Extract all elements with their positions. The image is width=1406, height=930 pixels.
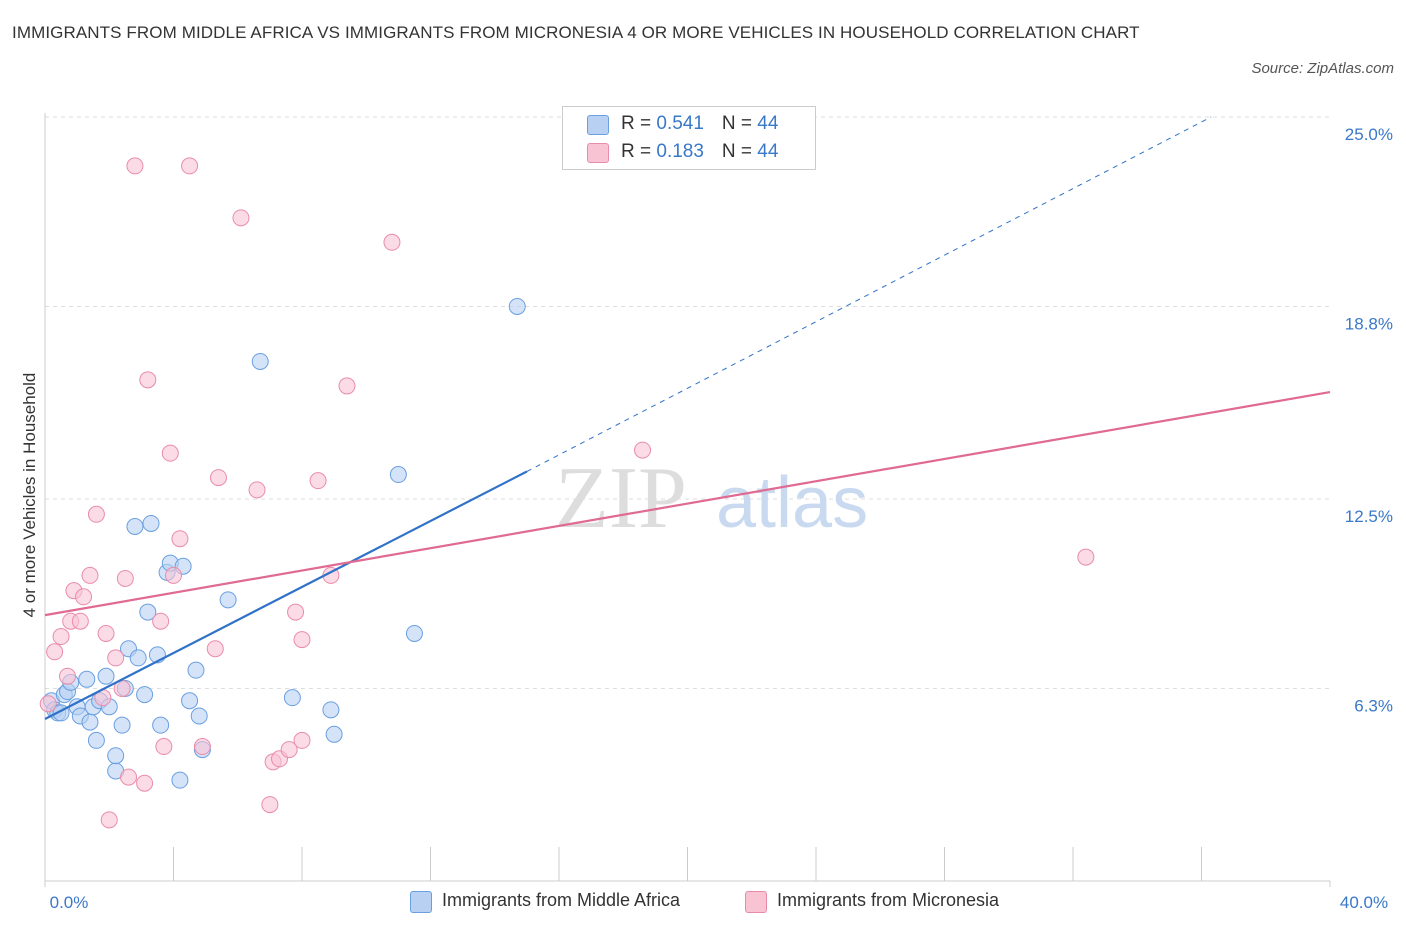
point-micronesia	[116, 569, 134, 587]
point-micronesia	[126, 157, 144, 175]
point-micronesia	[309, 472, 327, 490]
point-micronesia	[52, 628, 70, 646]
point-micronesia	[634, 441, 652, 459]
point-micronesia	[261, 796, 279, 814]
point-middle-africa	[142, 514, 160, 532]
point-micronesia	[280, 741, 298, 759]
legend-n-value: 44	[757, 141, 779, 162]
series-label: Immigrants from Middle Africa	[442, 890, 681, 910]
point-micronesia	[232, 209, 250, 227]
x-tick-label: 40.0%	[1340, 893, 1388, 912]
point-micronesia	[293, 731, 311, 749]
point-micronesia	[136, 774, 154, 792]
y-tick-label: 12.5%	[1345, 507, 1393, 526]
point-middle-africa	[171, 771, 189, 789]
point-middle-africa	[187, 661, 205, 679]
point-middle-africa	[97, 667, 115, 685]
point-middle-africa	[152, 716, 170, 734]
point-micronesia	[46, 643, 64, 661]
point-micronesia	[75, 588, 93, 606]
legend-r-label: R =	[621, 141, 657, 162]
grid-lines	[45, 116, 1330, 689]
point-micronesia	[139, 371, 157, 389]
point-middle-africa	[181, 692, 199, 710]
x-tick-label: 0.0%	[50, 893, 89, 912]
point-middle-africa	[508, 297, 526, 315]
point-middle-africa	[136, 686, 154, 704]
point-middle-africa	[251, 352, 269, 370]
point-micronesia	[81, 566, 99, 584]
point-middle-africa	[107, 747, 125, 765]
legend-n-label: N =	[721, 141, 758, 162]
point-micronesia	[209, 469, 227, 487]
series-swatch-blue	[410, 891, 432, 913]
point-micronesia	[248, 481, 266, 499]
y-tick-label: 18.8%	[1345, 314, 1393, 333]
legend-r-label: R =	[621, 113, 657, 134]
point-middle-africa	[139, 603, 157, 621]
legend-r-value: 0.183	[656, 141, 704, 162]
source-label: Source: ZipAtlas.com	[1251, 60, 1394, 77]
trend-line-middle-africa	[44, 470, 528, 721]
point-micronesia	[338, 377, 356, 395]
point-micronesia	[171, 530, 189, 548]
point-micronesia	[155, 738, 173, 756]
point-micronesia	[97, 624, 115, 642]
legend-swatch-pink	[587, 143, 609, 163]
point-micronesia	[71, 612, 89, 630]
y-tick-label: 25.0%	[1345, 125, 1393, 144]
point-middle-africa	[325, 725, 343, 743]
point-middle-africa	[126, 518, 144, 536]
series-swatch-pink	[745, 891, 767, 913]
point-micronesia	[1077, 548, 1095, 566]
point-micronesia	[87, 505, 105, 523]
point-middle-africa	[78, 670, 96, 688]
legend-r-value: 0.541	[656, 113, 704, 134]
trend-line-micronesia	[44, 390, 1331, 617]
watermark-atlas: atlas	[716, 463, 868, 543]
legend-swatch-blue	[587, 115, 609, 135]
point-micronesia	[193, 738, 211, 756]
y-tick-label: 6.3%	[1354, 696, 1393, 715]
point-middle-africa	[389, 466, 407, 484]
point-middle-africa	[129, 649, 147, 667]
point-micronesia	[152, 612, 170, 630]
chart-title: IMMIGRANTS FROM MIDDLE AFRICA VS IMMIGRA…	[12, 23, 1140, 42]
point-micronesia	[165, 566, 182, 584]
legend-n-value: 44	[757, 113, 779, 134]
point-middle-africa	[190, 707, 208, 725]
point-middle-africa	[113, 716, 131, 734]
point-micronesia	[287, 603, 305, 621]
point-middle-africa	[81, 713, 99, 731]
point-micronesia	[383, 233, 401, 251]
point-middle-africa	[405, 624, 423, 642]
point-micronesia	[181, 157, 199, 175]
legend-n-label: N =	[721, 113, 758, 134]
point-micronesia	[58, 667, 76, 685]
point-micronesia	[100, 811, 118, 829]
point-micronesia	[161, 444, 179, 462]
watermark-zip: ZIP	[555, 450, 687, 547]
point-middle-africa	[283, 689, 301, 707]
point-middle-africa	[322, 701, 340, 719]
point-micronesia	[293, 631, 311, 649]
tick-labels: 6.3% 12.5% 18.8% 25.0% 0.0% 40.0%	[50, 125, 1393, 912]
trend-line-middle-africa-projection	[526, 116, 1212, 472]
trend-lines	[44, 116, 1331, 721]
data-points	[39, 157, 1095, 829]
point-micronesia	[206, 640, 224, 658]
point-middle-africa	[87, 731, 105, 749]
point-micronesia	[39, 695, 57, 713]
point-micronesia	[120, 768, 138, 786]
correlation-legend: R = 0.541 N = 44 R = 0.183 N = 44	[562, 106, 816, 170]
axes	[44, 113, 1331, 887]
point-middle-africa	[219, 591, 237, 609]
point-micronesia	[107, 649, 125, 667]
series-label: Immigrants from Micronesia	[777, 890, 1000, 910]
